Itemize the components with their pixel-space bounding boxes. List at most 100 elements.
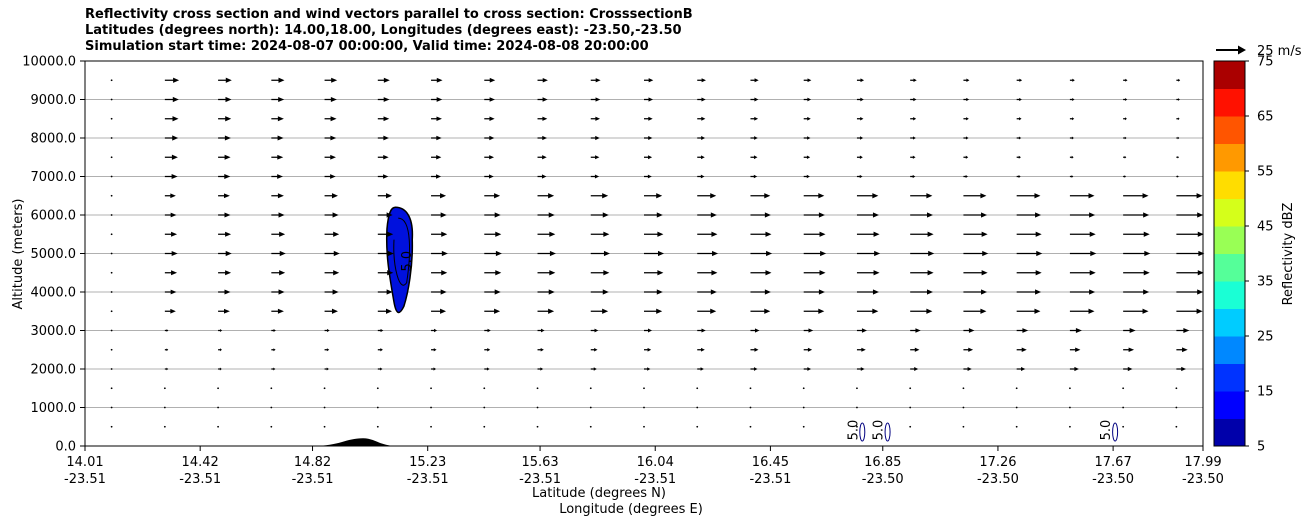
wind-vector	[697, 367, 704, 371]
y-tick-label: 1000.0	[31, 401, 77, 416]
wind-vector	[697, 328, 706, 333]
wind-vector	[749, 387, 752, 390]
wind-vector	[910, 231, 934, 237]
wind-vector	[962, 406, 965, 409]
wind-vector	[270, 425, 273, 428]
colorbar-segment	[1214, 171, 1245, 199]
wind-vector	[110, 387, 113, 390]
wind-vector	[271, 328, 276, 333]
wind-vector	[1123, 212, 1150, 218]
wind-vector	[377, 193, 393, 199]
wind-vector	[590, 155, 600, 160]
colorbar-tick-label: 45	[1257, 220, 1274, 235]
x-tick-label-latitude: 14.82	[294, 455, 331, 470]
quiver-key: 25 m/s	[1216, 44, 1302, 59]
wind-vector	[803, 78, 812, 83]
x-tick-label-latitude: 14.42	[182, 455, 219, 470]
wind-vectors	[110, 77, 1205, 428]
wind-vector	[910, 117, 917, 121]
wind-vector	[484, 289, 501, 295]
y-tick-label: 5000.0	[31, 247, 77, 262]
wind-vector	[643, 387, 645, 390]
wind-vector	[697, 174, 705, 179]
wind-vector	[1123, 78, 1128, 82]
wind-vector	[963, 174, 968, 179]
wind-vector	[590, 367, 597, 371]
wind-vector	[1069, 193, 1095, 199]
wind-vector	[537, 155, 547, 160]
wind-vector	[803, 174, 810, 179]
wind-vector	[1069, 231, 1096, 237]
wind-vector	[164, 250, 178, 257]
wind-vector	[1069, 136, 1074, 140]
wind-vector	[909, 425, 912, 428]
wind-vector	[803, 367, 812, 371]
wind-vector	[1016, 347, 1027, 352]
wind-vector	[536, 387, 539, 390]
wind-vector	[750, 250, 773, 257]
wind-vector	[1016, 231, 1042, 237]
wind-vector	[431, 97, 443, 102]
wind-vector	[803, 155, 811, 160]
wind-vector	[910, 367, 919, 371]
wind-vector	[910, 308, 933, 314]
wind-vector	[270, 406, 273, 409]
wind-vector	[324, 250, 340, 257]
wind-vector	[431, 193, 447, 199]
wind-vector	[164, 96, 179, 103]
small-contour	[884, 422, 891, 442]
wind-vector	[163, 406, 166, 409]
wind-vector	[1069, 406, 1071, 409]
wind-vector	[1069, 347, 1081, 353]
wind-vector	[1123, 98, 1128, 101]
x-tick-label-latitude: 15.63	[521, 455, 558, 470]
wind-vector	[750, 328, 760, 333]
wind-vector	[856, 193, 879, 199]
wind-vector	[377, 77, 390, 83]
wind-vector	[910, 155, 916, 159]
wind-vector	[218, 329, 223, 332]
wind-vector	[1016, 193, 1041, 199]
wind-vector	[1176, 270, 1204, 276]
wind-vector	[1175, 406, 1178, 409]
wind-vector	[590, 174, 600, 179]
wind-vector	[910, 97, 917, 102]
wind-vector	[431, 174, 442, 179]
small-contour-label: 5.0	[846, 420, 861, 441]
wind-vector	[536, 406, 539, 409]
wind-vector	[218, 289, 231, 295]
wind-vector	[431, 308, 447, 314]
wind-vector	[696, 406, 699, 409]
wind-vector	[484, 155, 495, 160]
y-tick-label: 6000.0	[31, 209, 77, 224]
wind-vector	[750, 231, 772, 237]
x-tick-label-longitude: -23.51	[749, 472, 791, 487]
wind-vector	[856, 347, 866, 352]
wind-vector	[1015, 406, 1018, 409]
x-tick-label-latitude: 15.23	[409, 455, 446, 470]
wind-vector	[324, 174, 336, 179]
wind-vector	[963, 367, 972, 371]
wind-vector	[1123, 117, 1127, 121]
wind-vector	[217, 387, 219, 390]
y-tick-label: 7000.0	[31, 170, 77, 185]
reflectivity-contour-label: 5.0	[400, 251, 415, 272]
wind-vector	[323, 406, 326, 409]
small-contour-label: 5.0	[872, 420, 887, 441]
wind-vector	[1069, 387, 1071, 390]
wind-vector	[110, 406, 113, 409]
wind-vector	[218, 77, 232, 83]
wind-vector	[1176, 155, 1179, 159]
colorbar-frame	[1213, 60, 1246, 447]
colorbar-segment	[1214, 88, 1245, 117]
wind-vector	[164, 193, 176, 199]
wind-vector	[536, 425, 539, 428]
wind-vector	[1016, 328, 1029, 333]
colorbar-segment	[1214, 281, 1245, 309]
wind-vector	[909, 406, 912, 409]
wind-vector	[218, 270, 232, 276]
wind-vector	[590, 231, 610, 237]
colorbar-label: Reflectivity dBZ	[1281, 203, 1296, 306]
wind-vector	[271, 77, 285, 83]
wind-vector	[963, 270, 988, 276]
